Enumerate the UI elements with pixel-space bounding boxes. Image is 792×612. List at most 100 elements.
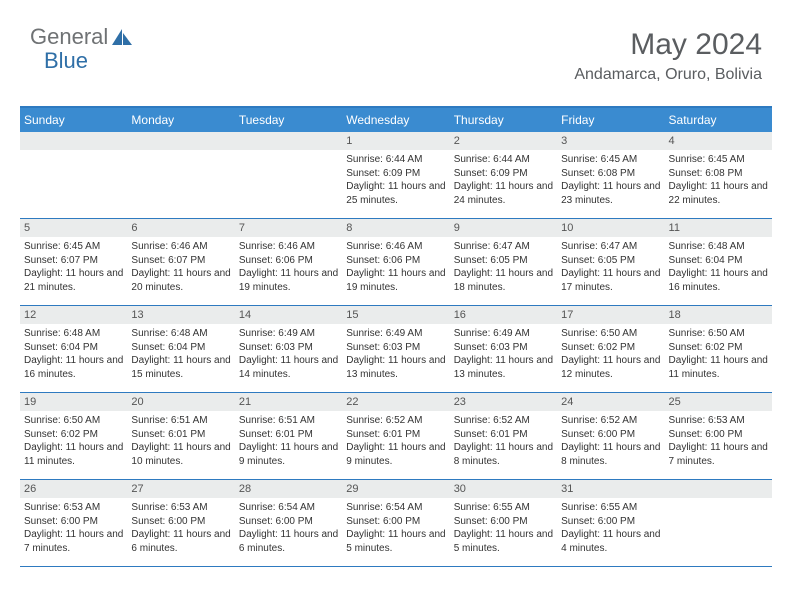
daylight-line: Daylight: 11 hours and 7 minutes. bbox=[24, 528, 123, 555]
daylight-line: Daylight: 11 hours and 5 minutes. bbox=[346, 528, 445, 555]
day-cell: 28Sunrise: 6:54 AMSunset: 6:00 PMDayligh… bbox=[235, 480, 342, 566]
day-cell: 19Sunrise: 6:50 AMSunset: 6:02 PMDayligh… bbox=[20, 393, 127, 479]
day-cell bbox=[20, 132, 127, 218]
day-number: 13 bbox=[127, 306, 234, 324]
day-number: 12 bbox=[20, 306, 127, 324]
day-number-empty bbox=[665, 480, 772, 498]
sunrise-line: Sunrise: 6:45 AM bbox=[24, 240, 123, 254]
sunrise-line: Sunrise: 6:45 AM bbox=[669, 153, 768, 167]
dow-cell: Friday bbox=[557, 108, 664, 132]
day-cell: 17Sunrise: 6:50 AMSunset: 6:02 PMDayligh… bbox=[557, 306, 664, 392]
sunrise-line: Sunrise: 6:53 AM bbox=[669, 414, 768, 428]
daylight-line: Daylight: 11 hours and 13 minutes. bbox=[346, 354, 445, 381]
sunrise-line: Sunrise: 6:50 AM bbox=[669, 327, 768, 341]
day-number: 21 bbox=[235, 393, 342, 411]
day-cell: 1Sunrise: 6:44 AMSunset: 6:09 PMDaylight… bbox=[342, 132, 449, 218]
daylight-line: Daylight: 11 hours and 24 minutes. bbox=[454, 180, 553, 207]
daylight-line: Daylight: 11 hours and 20 minutes. bbox=[131, 267, 230, 294]
sunrise-line: Sunrise: 6:52 AM bbox=[454, 414, 553, 428]
logo-text-general: General bbox=[30, 24, 108, 50]
week-row: 1Sunrise: 6:44 AMSunset: 6:09 PMDaylight… bbox=[20, 132, 772, 219]
dow-cell: Sunday bbox=[20, 108, 127, 132]
day-number: 28 bbox=[235, 480, 342, 498]
daylight-line: Daylight: 11 hours and 16 minutes. bbox=[669, 267, 768, 294]
sunrise-line: Sunrise: 6:49 AM bbox=[454, 327, 553, 341]
day-number-empty bbox=[235, 132, 342, 150]
sunset-line: Sunset: 6:07 PM bbox=[24, 254, 123, 268]
daylight-line: Daylight: 11 hours and 9 minutes. bbox=[239, 441, 338, 468]
day-details: Sunrise: 6:52 AMSunset: 6:01 PMDaylight:… bbox=[342, 411, 449, 472]
week-row: 26 Sunrise: 6:53 AM Sunset: 6:00 PM Dayligh… bbox=[20, 480, 772, 567]
day-details: Sunrise: 6:49 AMSunset: 6:03 PMDaylight:… bbox=[235, 324, 342, 385]
daylight-line: Daylight: 11 hours and 23 minutes. bbox=[561, 180, 660, 207]
day-details: Sunrise: 6:52 AMSunset: 6:01 PMDaylight:… bbox=[450, 411, 557, 472]
daylight-line: Daylight: 11 hours and 18 minutes. bbox=[454, 267, 553, 294]
day-details: Sunrise: 6:53 AMSunset: 6:00 PMDaylight:… bbox=[665, 411, 772, 472]
day-details: Sunrise: 6:49 AMSunset: 6:03 PMDaylight:… bbox=[450, 324, 557, 385]
sunset-line: Sunset: 6:08 PM bbox=[561, 167, 660, 181]
sunrise-line: Sunrise: 6:50 AM bbox=[24, 414, 123, 428]
week-row: 12Sunrise: 6:48 AMSunset: 6:04 PMDayligh… bbox=[20, 306, 772, 393]
sunset-line: Sunset: 6:07 PM bbox=[131, 254, 230, 268]
sunrise-line: Sunrise: 6:49 AM bbox=[346, 327, 445, 341]
day-number: 30 bbox=[450, 480, 557, 498]
sunset-line: Sunset: 6:05 PM bbox=[561, 254, 660, 268]
daylight-line: Daylight: 11 hours and 4 minutes. bbox=[561, 528, 660, 555]
sunset-line: Sunset: 6:09 PM bbox=[454, 167, 553, 181]
day-details: Sunrise: 6:46 AMSunset: 6:06 PMDaylight:… bbox=[235, 237, 342, 298]
day-number: 15 bbox=[342, 306, 449, 324]
day-number: 27 bbox=[127, 480, 234, 498]
sunset-line: Sunset: 6:02 PM bbox=[24, 428, 123, 442]
day-number: 14 bbox=[235, 306, 342, 324]
day-details-empty bbox=[235, 150, 342, 210]
day-details: Sunrise: 6:50 AMSunset: 6:02 PMDaylight:… bbox=[665, 324, 772, 385]
dow-cell: Wednesday bbox=[342, 108, 449, 132]
day-details: Sunrise: 6:55 AMSunset: 6:00 PMDaylight:… bbox=[450, 498, 557, 559]
day-details: Sunrise: 6:46 AMSunset: 6:07 PMDaylight:… bbox=[127, 237, 234, 298]
daylight-line: Daylight: 11 hours and 17 minutes. bbox=[561, 267, 660, 294]
daylight-line: Daylight: 11 hours and 12 minutes. bbox=[561, 354, 660, 381]
day-cell: 16Sunrise: 6:49 AMSunset: 6:03 PMDayligh… bbox=[450, 306, 557, 392]
day-cell: 24Sunrise: 6:52 AMSunset: 6:00 PMDayligh… bbox=[557, 393, 664, 479]
sunrise-line: Sunrise: 6:54 AM bbox=[346, 501, 445, 515]
sunset-line: Sunset: 6:00 PM bbox=[561, 428, 660, 442]
day-number: 2 bbox=[450, 132, 557, 150]
day-details: Sunrise: 6:48 AMSunset: 6:04 PMDaylight:… bbox=[665, 237, 772, 298]
dow-cell: Saturday bbox=[665, 108, 772, 132]
sunrise-line: Sunrise: 6:51 AM bbox=[131, 414, 230, 428]
daylight-line: Daylight: 11 hours and 8 minutes. bbox=[454, 441, 553, 468]
day-details: Sunrise: 6:44 AMSunset: 6:09 PMDaylight:… bbox=[342, 150, 449, 211]
dow-cell: Monday bbox=[127, 108, 234, 132]
sunrise-line: Sunrise: 6:46 AM bbox=[239, 240, 338, 254]
day-number: 4 bbox=[665, 132, 772, 150]
day-number: 9 bbox=[450, 219, 557, 237]
day-number: 7 bbox=[235, 219, 342, 237]
day-number: 18 bbox=[665, 306, 772, 324]
daylight-line: Daylight: 11 hours and 19 minutes. bbox=[346, 267, 445, 294]
sunset-line: Sunset: 6:02 PM bbox=[669, 341, 768, 355]
sunset-line: Sunset: 6:09 PM bbox=[346, 167, 445, 181]
sunrise-line: Sunrise: 6:53 AM bbox=[131, 501, 230, 515]
day-number-empty bbox=[127, 132, 234, 150]
daylight-line: Daylight: 11 hours and 11 minutes. bbox=[24, 441, 123, 468]
day-cell: 18Sunrise: 6:50 AMSunset: 6:02 PMDayligh… bbox=[665, 306, 772, 392]
day-number: 22 bbox=[342, 393, 449, 411]
sunset-line: Sunset: 6:04 PM bbox=[669, 254, 768, 268]
header: May 2024 Andamarca, Oruro, Bolivia bbox=[574, 28, 762, 84]
day-details: Sunrise: 6:51 AMSunset: 6:01 PMDaylight:… bbox=[127, 411, 234, 472]
daylight-line: Daylight: 11 hours and 6 minutes. bbox=[131, 528, 230, 555]
sunrise-line: Sunrise: 6:51 AM bbox=[239, 414, 338, 428]
sunset-line: Sunset: 6:00 PM bbox=[239, 515, 338, 529]
day-number: 26 bbox=[20, 480, 127, 498]
day-cell: 5Sunrise: 6:45 AMSunset: 6:07 PMDaylight… bbox=[20, 219, 127, 305]
day-number: 24 bbox=[557, 393, 664, 411]
location-label: Andamarca, Oruro, Bolivia bbox=[574, 66, 762, 84]
daylight-line: Daylight: 11 hours and 19 minutes. bbox=[239, 267, 338, 294]
day-number: 20 bbox=[127, 393, 234, 411]
logo-sail-icon bbox=[112, 29, 132, 45]
daylight-line: Daylight: 11 hours and 5 minutes. bbox=[454, 528, 553, 555]
sunset-line: Sunset: 6:04 PM bbox=[131, 341, 230, 355]
sunset-line: Sunset: 6:08 PM bbox=[669, 167, 768, 181]
sunset-line: Sunset: 6:01 PM bbox=[454, 428, 553, 442]
day-number: 5 bbox=[20, 219, 127, 237]
